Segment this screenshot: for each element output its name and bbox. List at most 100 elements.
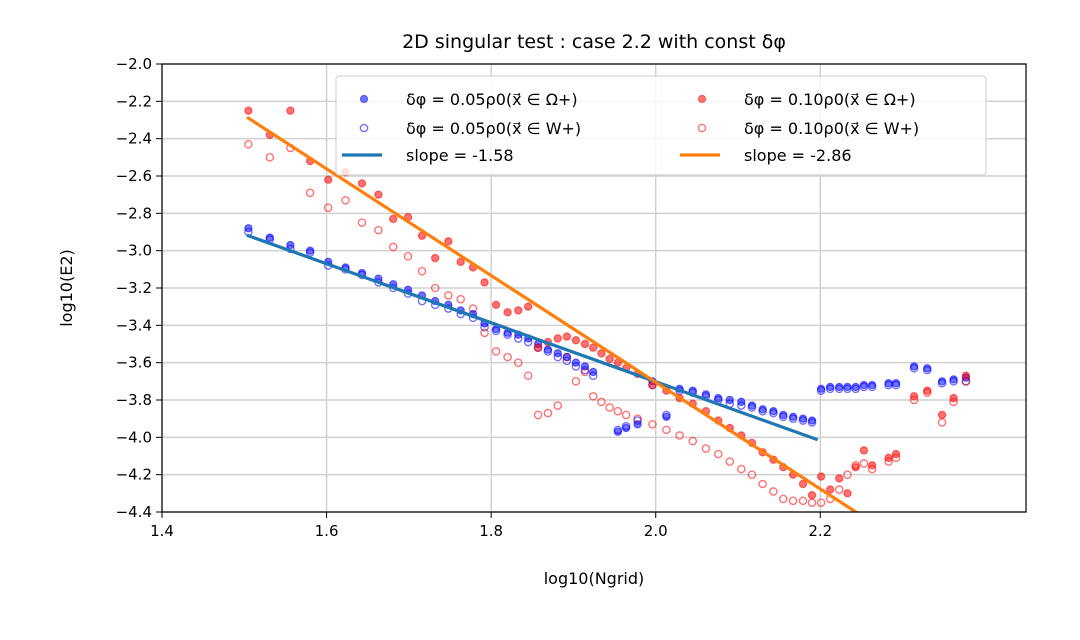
data-point xyxy=(834,485,844,494)
data-point xyxy=(533,343,543,352)
data-point xyxy=(713,449,723,459)
data-point xyxy=(701,444,711,453)
data-point xyxy=(341,195,350,205)
legend-entry: δφ = 0.05ρ0(x⃗ ∈ W+) xyxy=(359,119,581,138)
data-point xyxy=(851,382,860,392)
data-point xyxy=(491,347,501,356)
x-tick-label: 1.8 xyxy=(479,522,503,540)
data-point xyxy=(553,334,562,343)
legend-label: δφ = 0.10ρ0(x⃗ ∈ W+) xyxy=(744,119,919,138)
data-point xyxy=(714,393,723,403)
data-point xyxy=(244,139,253,149)
data-point xyxy=(648,419,657,429)
legend-marker xyxy=(359,94,369,104)
legend-entry: slope = -2.86 xyxy=(680,146,852,165)
legend-label: slope = -1.58 xyxy=(406,146,514,165)
data-point xyxy=(286,106,295,115)
data-point xyxy=(621,410,631,420)
data-point xyxy=(403,251,413,261)
data-point xyxy=(633,420,642,429)
data-point xyxy=(244,224,253,233)
data-point xyxy=(923,364,932,373)
legend-entries: δφ = 0.05ρ0(x⃗ ∈ Ω+) δφ = 0.05ρ0(x⃗ ∈ W+)… xyxy=(342,90,919,165)
data-point xyxy=(747,401,757,410)
data-point xyxy=(859,459,869,468)
chart-title: 2D singular test : case 2.2 with const δ… xyxy=(402,31,786,53)
data-point xyxy=(417,266,427,276)
data-point xyxy=(835,382,844,392)
data-point xyxy=(456,294,465,304)
plot-frame xyxy=(161,63,1027,513)
data-point xyxy=(480,278,489,287)
data-point xyxy=(725,395,734,405)
data-point xyxy=(605,354,614,364)
data-point xyxy=(514,306,523,315)
data-point xyxy=(758,479,767,489)
data-point xyxy=(798,414,808,423)
data-point xyxy=(949,393,958,403)
data-point xyxy=(923,386,932,395)
data-point xyxy=(884,453,893,463)
y-tick-label: −4.2 xyxy=(116,466,152,484)
series-4 xyxy=(246,233,819,442)
data-point xyxy=(597,397,606,407)
data-point xyxy=(758,405,767,414)
data-point xyxy=(374,190,383,199)
y-tick-label: −4.4 xyxy=(116,503,152,521)
legend-marker xyxy=(359,123,369,133)
data-point xyxy=(571,336,581,345)
data-point xyxy=(430,283,440,293)
legend-label: slope = -2.86 xyxy=(744,146,852,165)
data-point xyxy=(523,371,533,381)
data-point xyxy=(867,461,877,470)
y-tick-label: −2.6 xyxy=(116,167,152,185)
data-point xyxy=(553,349,562,358)
y-tick-label: −2.4 xyxy=(116,130,152,148)
data-point xyxy=(909,392,919,401)
data-point xyxy=(503,308,512,317)
axis-ticks xyxy=(156,63,821,518)
data-point xyxy=(444,291,453,300)
data-point xyxy=(891,449,901,459)
data-point xyxy=(324,175,333,184)
legend-entry: δφ = 0.10ρ0(x⃗ ∈ Ω+) xyxy=(697,90,916,109)
data-point xyxy=(807,491,817,500)
data-point xyxy=(388,242,398,252)
legend-label: δφ = 0.05ρ0(x⃗ ∈ Ω+) xyxy=(406,90,578,109)
legend-marker xyxy=(697,94,707,104)
series-5 xyxy=(246,115,859,512)
legend-entry: δφ = 0.10ρ0(x⃗ ∈ W+) xyxy=(697,119,919,138)
data-point xyxy=(779,410,788,420)
plot-series xyxy=(244,106,971,512)
data-point xyxy=(961,371,971,380)
data-point xyxy=(949,375,958,384)
legend-box xyxy=(335,75,987,176)
data-point xyxy=(456,257,465,267)
data-point xyxy=(613,427,623,436)
y-tick-label: −2.8 xyxy=(116,204,152,222)
data-point xyxy=(265,153,275,162)
x-axis-label: log10(Ngrid) xyxy=(544,569,645,588)
data-point xyxy=(265,233,274,242)
data-point xyxy=(816,472,826,481)
data-point xyxy=(662,425,671,435)
data-point xyxy=(562,332,572,341)
data-point xyxy=(562,352,572,362)
data-point xyxy=(884,379,893,388)
data-point xyxy=(843,382,852,392)
data-point xyxy=(816,384,826,393)
data-point xyxy=(747,470,757,479)
data-point xyxy=(513,358,523,367)
data-point xyxy=(389,214,398,224)
data-point xyxy=(843,470,852,479)
data-point xyxy=(580,339,590,349)
x-tick-label: 2.0 xyxy=(644,522,668,540)
data-point xyxy=(937,377,947,386)
data-point xyxy=(374,225,383,235)
data-point xyxy=(357,218,367,227)
data-point xyxy=(807,416,817,425)
data-point xyxy=(825,485,835,494)
data-point xyxy=(798,479,808,489)
x-tick-label: 2.2 xyxy=(808,522,832,540)
data-point xyxy=(816,498,826,507)
